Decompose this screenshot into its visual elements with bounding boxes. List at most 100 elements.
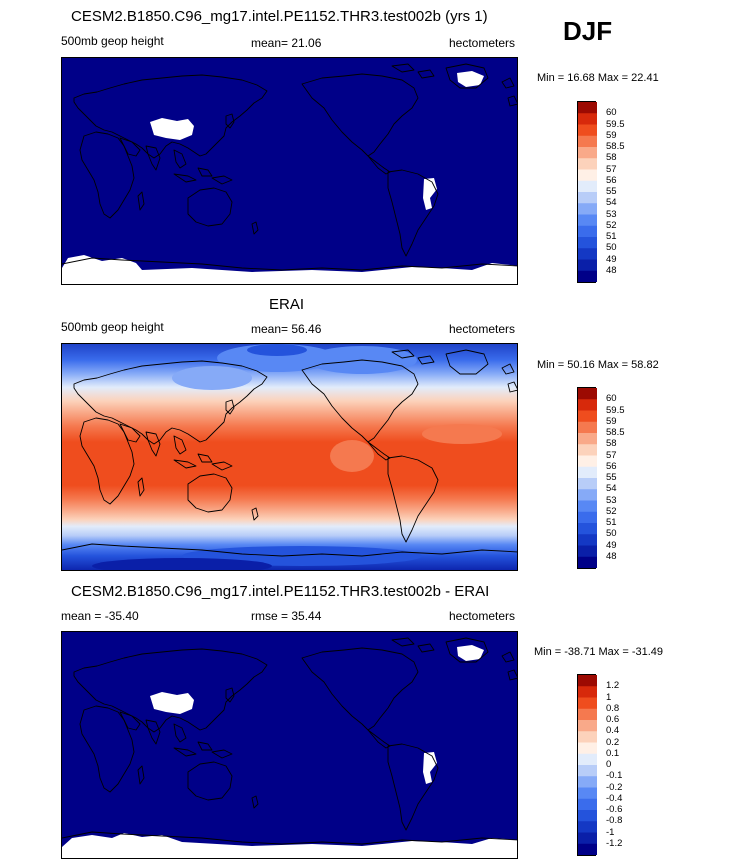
- panel-1-colorbar-swatch: [578, 192, 597, 204]
- panel-1-map: [61, 57, 518, 285]
- panel-1-minmax: Min = 16.68 Max = 22.41: [537, 72, 659, 84]
- panel-2-colorbar-swatch: [578, 489, 597, 501]
- panel-3-colorbar-tick-label: -0.8: [606, 815, 623, 827]
- panel-2-units-label: hectometers: [449, 322, 516, 336]
- panel-3-colorbar-swatch: [578, 776, 597, 788]
- coastline-segment: [79, 131, 135, 219]
- panel-3-colorbar: [577, 674, 597, 856]
- panel-2-coastlines: [62, 349, 517, 557]
- panel-2-colorbar-tick-label: 60: [606, 393, 617, 405]
- panel-2-arctic-trough: [217, 344, 337, 372]
- panel-3-colorbar-tick-label: 0.6: [606, 714, 620, 725]
- panel-3-colorbar-tick-label: 1: [606, 691, 612, 703]
- panel-3-colorbar-swatch: [578, 843, 597, 855]
- panel-2-colorbar-swatch: [578, 500, 597, 513]
- panel-3-missing-tibet: [150, 692, 194, 714]
- panel-1-colorbar-swatch: [578, 225, 597, 238]
- coastline-segment: [173, 149, 187, 169]
- panel-2-colorbar-swatch: [578, 433, 597, 445]
- coastline-segment: [73, 648, 268, 733]
- coastline-segment: [301, 359, 419, 443]
- panel-2-colorbar-tick-label: 50: [606, 528, 617, 540]
- coastline-segment: [391, 637, 415, 647]
- panel-1-colorbar-tick-label: 58.5: [606, 141, 625, 152]
- panel-2-colorbar-tick-label: 57: [606, 449, 617, 461]
- panel-2-colorbar-tick-label: 56: [606, 460, 617, 472]
- panel-2-map: [61, 343, 518, 571]
- panel-3-coastlines: [62, 637, 517, 845]
- coastline-segment: [501, 363, 515, 375]
- coastline-segment: [197, 453, 213, 463]
- coastline-segment: [73, 74, 268, 159]
- panel-2-colorbar-swatch: [578, 523, 597, 535]
- coastline-segment: [145, 719, 161, 745]
- panel-1-colorbar-tick-label: 59.5: [606, 118, 625, 130]
- coastline-segment: [445, 349, 489, 375]
- coastline-segment: [501, 651, 515, 663]
- panel-1-colorbar-tick-label: 57: [606, 163, 617, 175]
- panel-3-field: [62, 632, 517, 858]
- coastline-segment: [387, 169, 439, 257]
- panel-3-rmse-label: rmse = 35.44: [251, 609, 322, 623]
- coastline-segment: [173, 435, 187, 455]
- panel-1-mean-label: mean= 21.06: [251, 36, 322, 50]
- coastline-segment: [417, 355, 435, 365]
- panel-2-colorbar-swatch: [578, 478, 597, 490]
- panel-2-colorbar-tick-label: 58.5: [606, 427, 625, 438]
- panel-3-colorbar-tick-label: 0.4: [606, 725, 620, 737]
- panel-3-colorbar-tick-label: 0.2: [606, 736, 620, 748]
- panel-3-colorbar-swatch: [578, 753, 597, 766]
- panel-1-colorbar-swatch: [578, 270, 597, 282]
- coastline-segment: [301, 647, 419, 731]
- panel-3-colorbar-tick-label: 0.8: [606, 702, 620, 714]
- panel-1-colorbar-tick-label: 59: [606, 129, 617, 141]
- panel-3-units-label: hectometers: [449, 609, 516, 623]
- coastline-segment: [137, 191, 145, 211]
- panel-3-map: [61, 631, 518, 859]
- coastline-segment: [445, 637, 489, 663]
- panel-3-minmax: Min = -38.71 Max = -31.49: [534, 646, 664, 658]
- panel-2-colorbar-tick-label: 49: [606, 539, 617, 551]
- panel-1-colorbar-swatch: [578, 147, 597, 159]
- panel-2-colorbar-tick-label: 52: [606, 505, 617, 517]
- panel-1-title: CESM2.B1850.C96_mg17.intel.PE1152.THR3.t…: [71, 8, 488, 25]
- panel-3-colorbar-swatch: [578, 720, 597, 732]
- panel-3-colorbar-swatch: [578, 742, 597, 755]
- panel-1-colorbar-swatch: [578, 214, 597, 227]
- coastline-segment: [225, 113, 235, 129]
- panel-2-colorbar-swatch: [578, 388, 597, 400]
- coastline-segment: [501, 77, 515, 89]
- coastline-segment: [507, 95, 517, 107]
- coastline-segment: [173, 723, 187, 743]
- coastline-segment: [137, 765, 145, 785]
- panel-2-colorbar-swatch: [578, 421, 597, 434]
- coastline-segment: [137, 477, 145, 497]
- panel-1-colorbar-swatch: [578, 169, 597, 182]
- panel-3-colorbar-swatch: [578, 697, 597, 710]
- panel-1-coastlines: [62, 63, 517, 271]
- panel-2-colorbar-tick-label: 48: [606, 550, 617, 562]
- panel-2-east-pacific-low: [330, 440, 374, 472]
- coastline-segment: [225, 687, 235, 703]
- panel-3-colorbar-swatch: [578, 832, 597, 845]
- panel-2-colorbar-tick-label: 54: [606, 483, 617, 495]
- coastline-segment: [119, 711, 141, 731]
- panel-2-colorbar-swatch: [578, 455, 597, 468]
- coastline-segment: [187, 473, 233, 513]
- panel-2-colorbar-swatch: [578, 534, 597, 546]
- panel-3-colorbar-tick-label: 0.1: [606, 747, 620, 759]
- panel-2-colorbar-swatch: [578, 444, 597, 456]
- panel-1-colorbar-swatch: [578, 248, 597, 260]
- panel-1-colorbar-swatch: [578, 102, 597, 114]
- panel-2-colorbar-tick-label: 53: [606, 494, 617, 506]
- panel-1-missing-greenland: [457, 71, 484, 87]
- coastline-segment: [173, 459, 197, 469]
- panel-1-colorbar-tick-label: 55: [606, 186, 617, 197]
- coastline-segment: [197, 167, 213, 177]
- coastline-segment: [391, 349, 415, 359]
- coastline-segment: [251, 507, 259, 521]
- coastline-segment: [211, 749, 233, 759]
- coastline-segment: [145, 145, 161, 171]
- coastline-segment: [387, 455, 439, 543]
- panel-1-colorbar-tick-label: 54: [606, 197, 617, 209]
